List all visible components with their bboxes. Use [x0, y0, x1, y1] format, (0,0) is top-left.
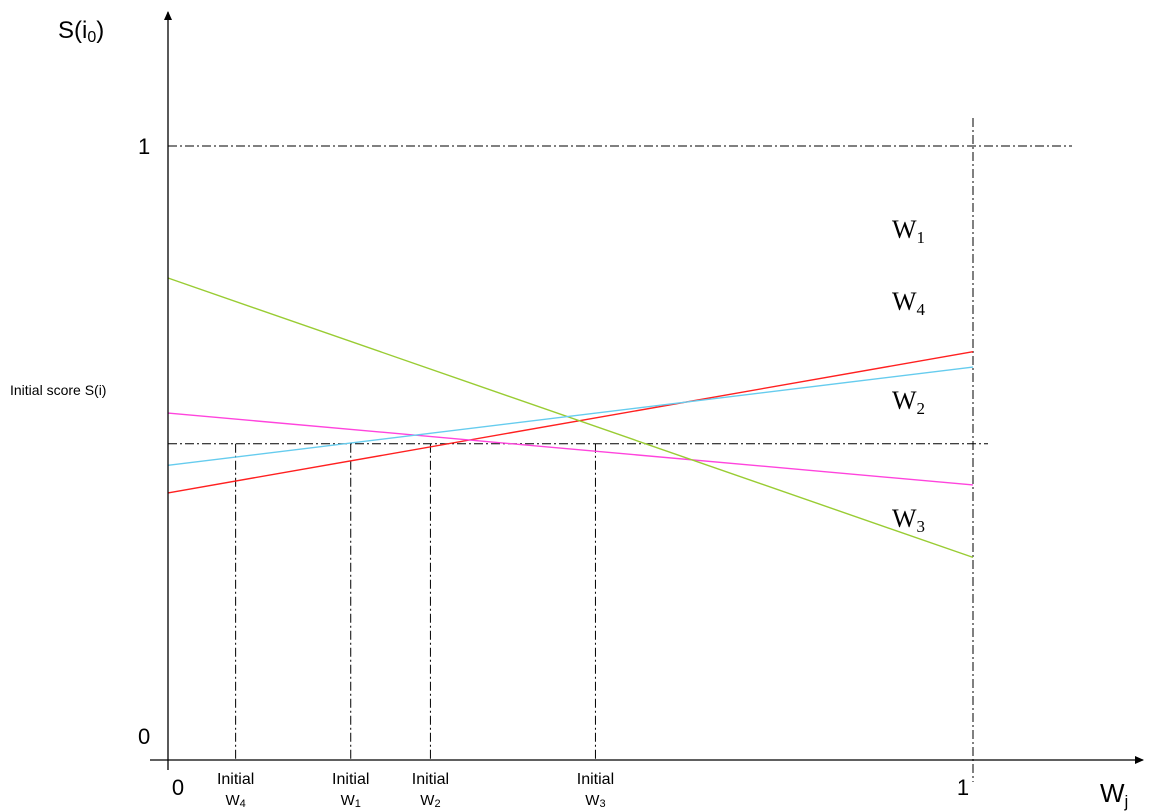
y-tick-label-1: 1: [138, 134, 150, 159]
series-label-w2: W2: [892, 386, 925, 418]
series-line-w4: [167, 366, 974, 466]
series-label-w1: W1: [892, 215, 925, 247]
initial-marker-sub-w2: W2: [420, 792, 440, 810]
initial-marker-sub-w1: W1: [341, 792, 361, 810]
initial-marker-label-w1: Initial: [332, 771, 369, 788]
initial-marker-sub-w4: W4: [225, 792, 245, 810]
initial-marker-label-w2: Initial: [412, 771, 449, 788]
initial-marker-label-w4: Initial: [217, 771, 254, 788]
x-tick-label-1: 1: [957, 775, 969, 800]
series-label-w3: W3: [892, 504, 925, 536]
y-tick-label-0: 0: [138, 724, 150, 749]
x-axis-label: Wj: [1100, 778, 1128, 811]
y-axis-label: S(i0): [58, 17, 104, 46]
series-label-w4: W4: [892, 287, 926, 319]
series-line-w2: [167, 412, 974, 486]
initial-marker-label-w3: Initial: [577, 771, 614, 788]
x-tick-label-0: 0: [172, 775, 184, 800]
initial-marker-sub-w3: W3: [585, 792, 605, 810]
reference-line-label: Initial score S(i): [10, 382, 106, 398]
series-line-w1: [167, 351, 974, 494]
series-line-w3: [167, 277, 974, 559]
